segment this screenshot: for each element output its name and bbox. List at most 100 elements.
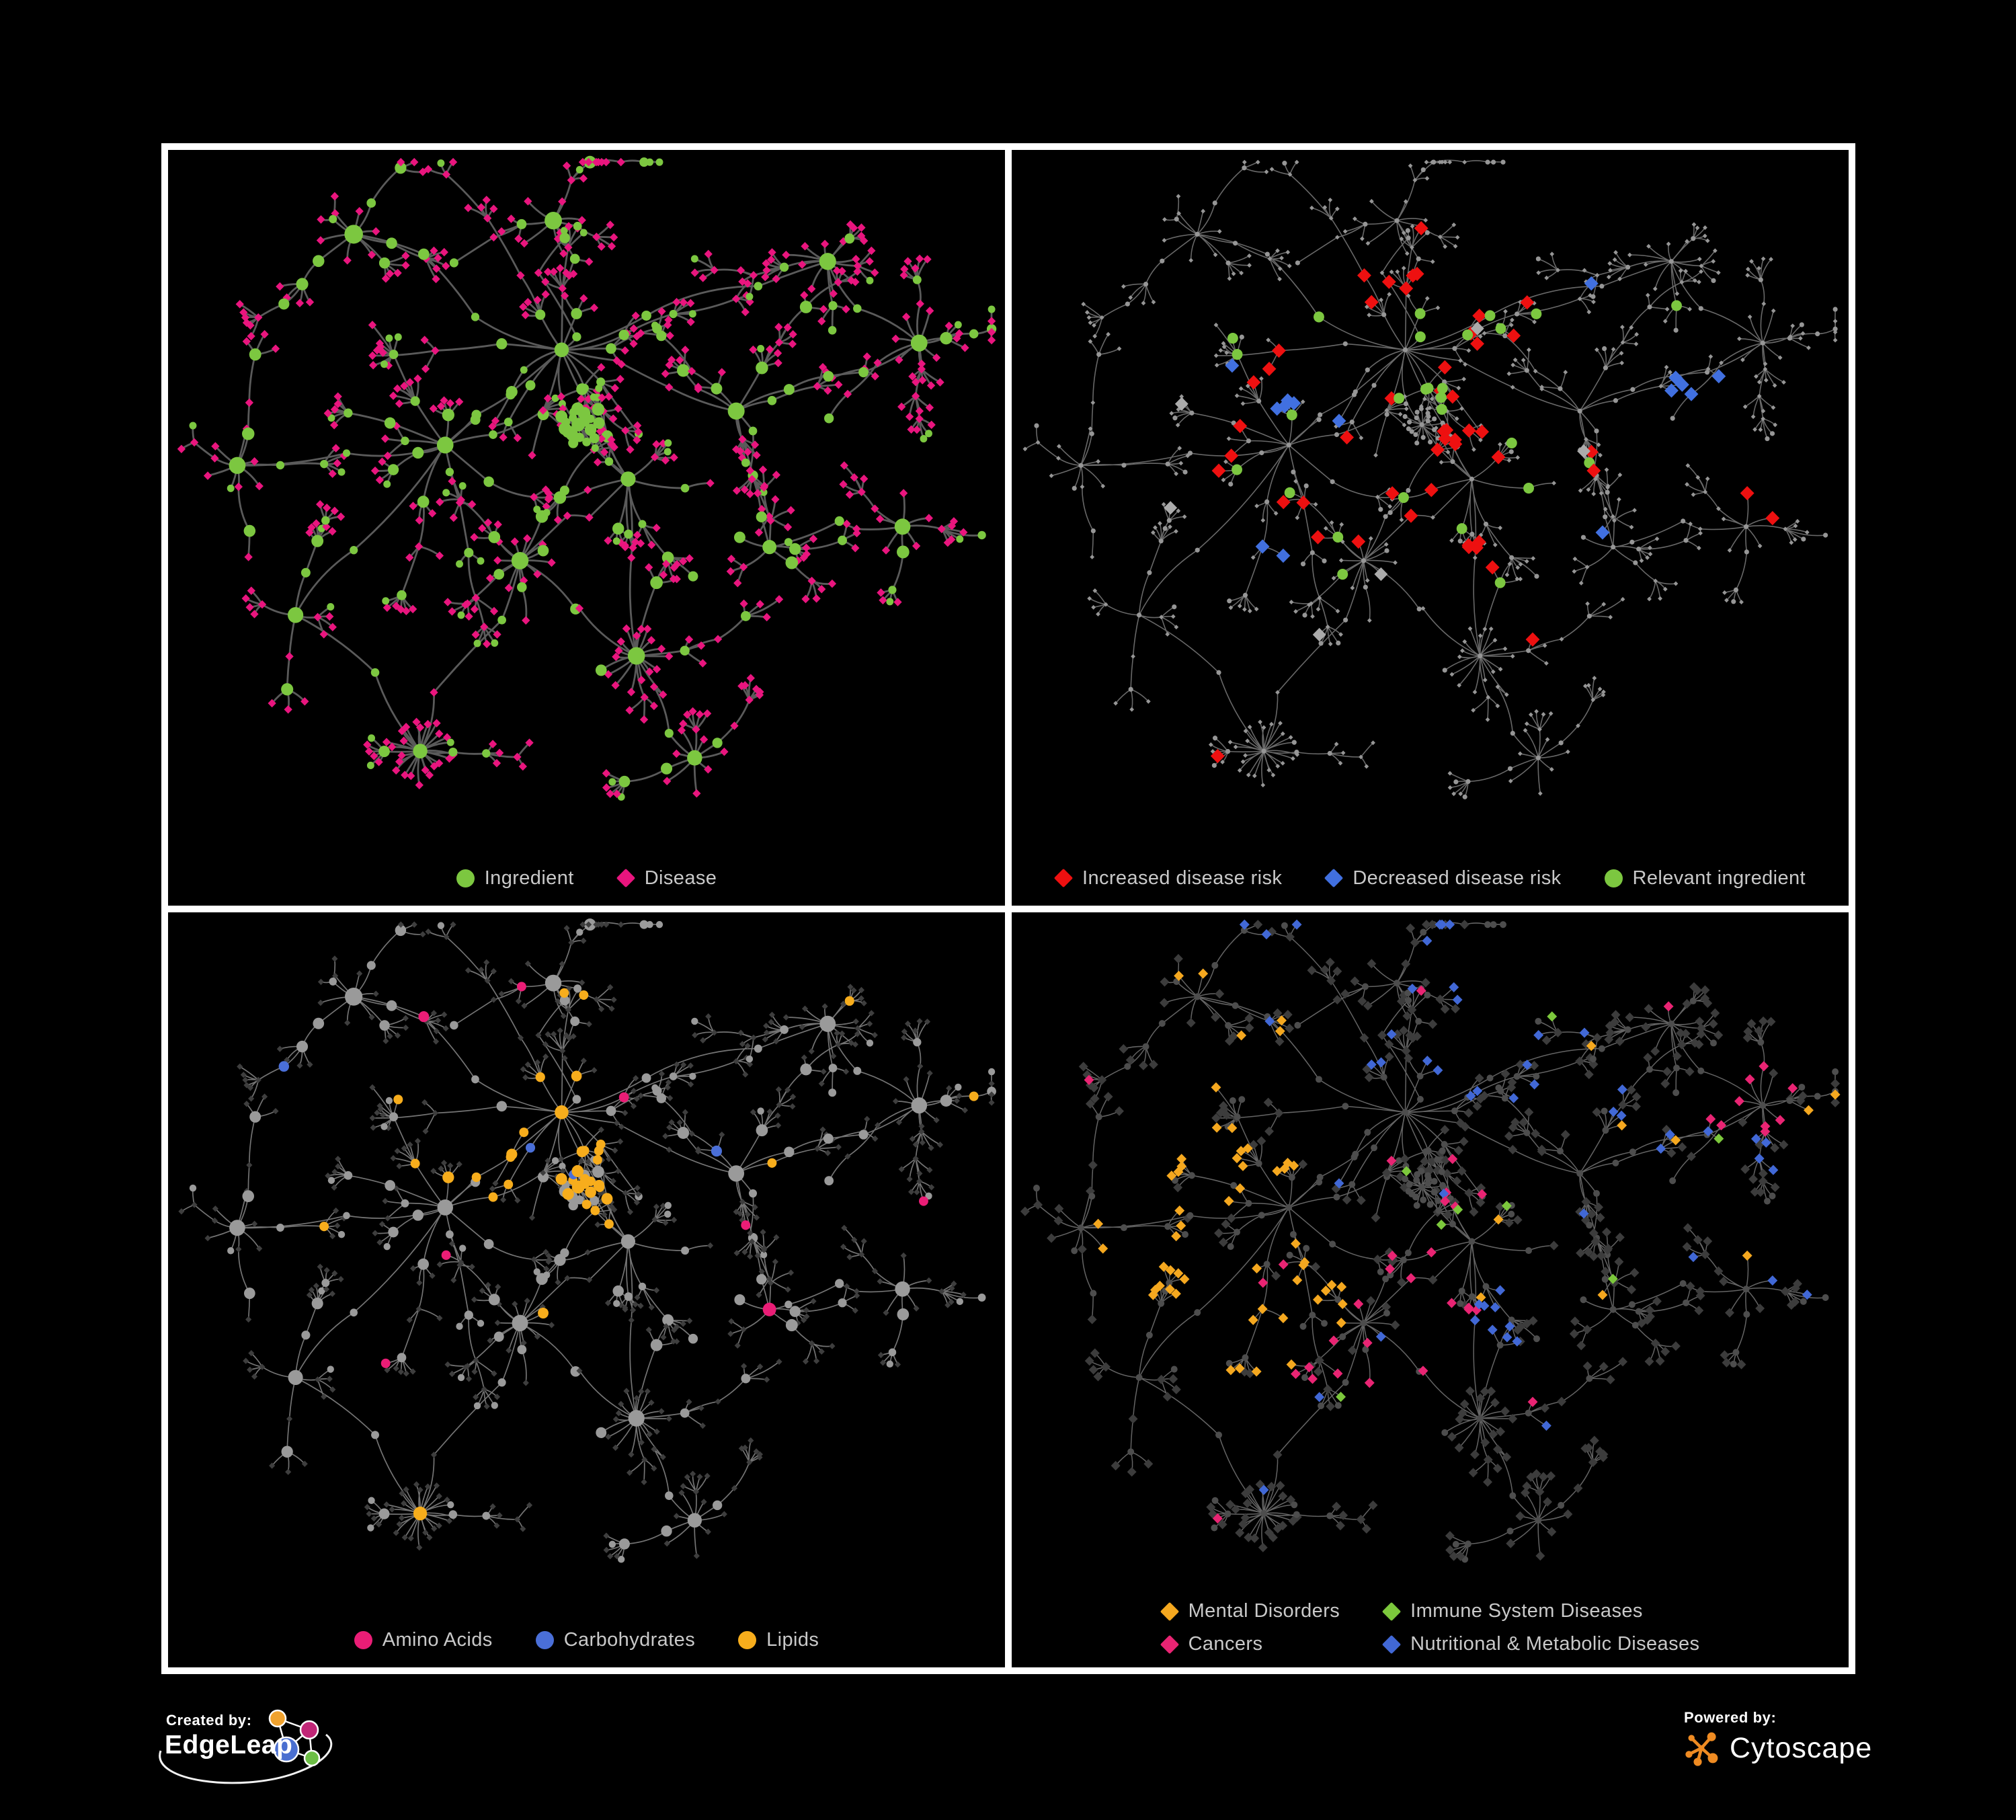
network-node bbox=[1221, 477, 1226, 483]
edgeleap-node-orange bbox=[268, 1709, 287, 1728]
network-node bbox=[591, 444, 599, 452]
network-node bbox=[320, 459, 329, 469]
network-node bbox=[1243, 753, 1248, 758]
network-node bbox=[858, 367, 869, 378]
network-node bbox=[520, 366, 528, 374]
network-node bbox=[422, 1127, 429, 1134]
network-node bbox=[436, 1261, 443, 1267]
network-node bbox=[728, 1318, 735, 1324]
network-node bbox=[1106, 331, 1111, 337]
network-node bbox=[1478, 653, 1483, 659]
network-node bbox=[436, 436, 454, 454]
network-node bbox=[1673, 327, 1679, 333]
network-node bbox=[1573, 1482, 1583, 1493]
network-node bbox=[519, 1127, 529, 1137]
network-node bbox=[690, 268, 699, 277]
network-node bbox=[524, 1297, 530, 1304]
network-node bbox=[1338, 1510, 1348, 1520]
network-node bbox=[1137, 612, 1142, 618]
network-node bbox=[864, 1115, 871, 1122]
network-node bbox=[397, 751, 406, 760]
network-node bbox=[908, 1188, 915, 1195]
network-node bbox=[757, 1363, 764, 1370]
network-node bbox=[368, 1497, 375, 1504]
network-node bbox=[987, 327, 996, 337]
network-node bbox=[1716, 1119, 1727, 1130]
network-node bbox=[656, 1093, 667, 1103]
network-node bbox=[1730, 1360, 1737, 1368]
network-node bbox=[491, 639, 499, 647]
network-node bbox=[1285, 1203, 1293, 1211]
network-node bbox=[688, 310, 696, 318]
network-node bbox=[418, 167, 428, 176]
network-node bbox=[762, 1302, 776, 1316]
network-graph-disease-risk bbox=[1022, 159, 1838, 799]
network-node bbox=[733, 531, 745, 543]
network-node bbox=[401, 1534, 408, 1540]
network-node bbox=[662, 1132, 669, 1139]
network-node bbox=[372, 990, 379, 997]
network-node bbox=[421, 766, 430, 775]
network-node bbox=[1475, 424, 1490, 439]
network-node bbox=[321, 516, 330, 525]
network-node bbox=[1401, 1045, 1411, 1056]
network-node bbox=[576, 928, 583, 936]
network-node bbox=[576, 383, 588, 395]
network-node bbox=[442, 170, 451, 179]
network-node bbox=[514, 234, 523, 243]
network-node bbox=[440, 247, 448, 257]
network-node bbox=[1384, 411, 1389, 417]
network-node bbox=[928, 1144, 934, 1151]
network-node bbox=[748, 426, 758, 436]
network-node bbox=[1303, 1244, 1310, 1252]
network-node bbox=[1459, 1398, 1469, 1409]
network-node bbox=[471, 1172, 481, 1182]
network-node bbox=[628, 1316, 635, 1323]
network-node bbox=[489, 430, 497, 439]
network-node bbox=[1588, 1457, 1598, 1467]
network-node bbox=[1160, 997, 1169, 1008]
network-node bbox=[741, 458, 750, 467]
network-node bbox=[1453, 779, 1459, 785]
network-node bbox=[1759, 1101, 1767, 1109]
network-node bbox=[560, 291, 569, 301]
network-node bbox=[842, 305, 850, 314]
network-node bbox=[1264, 1015, 1275, 1026]
network-node bbox=[1535, 1516, 1542, 1524]
network-node bbox=[1291, 756, 1295, 761]
network-node bbox=[1404, 251, 1410, 256]
network-node bbox=[1625, 1012, 1635, 1022]
network-highlighted-nodes bbox=[1164, 221, 1780, 764]
network-node bbox=[765, 345, 774, 354]
network-node bbox=[936, 1141, 944, 1148]
network-node bbox=[401, 261, 410, 270]
network-node bbox=[366, 761, 374, 770]
network-node bbox=[1563, 370, 1568, 375]
network-node bbox=[483, 214, 492, 223]
network-node bbox=[1259, 376, 1264, 381]
network-node bbox=[862, 352, 871, 361]
network-node bbox=[609, 414, 618, 423]
network-node bbox=[1515, 1511, 1525, 1521]
network-node bbox=[798, 260, 807, 269]
network-node bbox=[1547, 1526, 1557, 1536]
network-node bbox=[1187, 450, 1193, 456]
network-node bbox=[1225, 1364, 1236, 1375]
network-node bbox=[442, 1025, 449, 1031]
network-node bbox=[1508, 1413, 1518, 1423]
network-node bbox=[1335, 235, 1340, 240]
network-node bbox=[820, 1068, 827, 1075]
network-node bbox=[381, 274, 391, 283]
network-node bbox=[1242, 606, 1247, 612]
network-node bbox=[1254, 606, 1259, 612]
network-node bbox=[615, 1409, 622, 1416]
network-node bbox=[1307, 1373, 1318, 1384]
network-node bbox=[1645, 555, 1650, 560]
network-node bbox=[1629, 539, 1635, 545]
network-node bbox=[1548, 711, 1554, 716]
network-node bbox=[688, 1080, 694, 1088]
network-node bbox=[524, 197, 532, 206]
network-node bbox=[1339, 1333, 1346, 1340]
network-node bbox=[471, 630, 480, 639]
network-node bbox=[1188, 1171, 1195, 1179]
